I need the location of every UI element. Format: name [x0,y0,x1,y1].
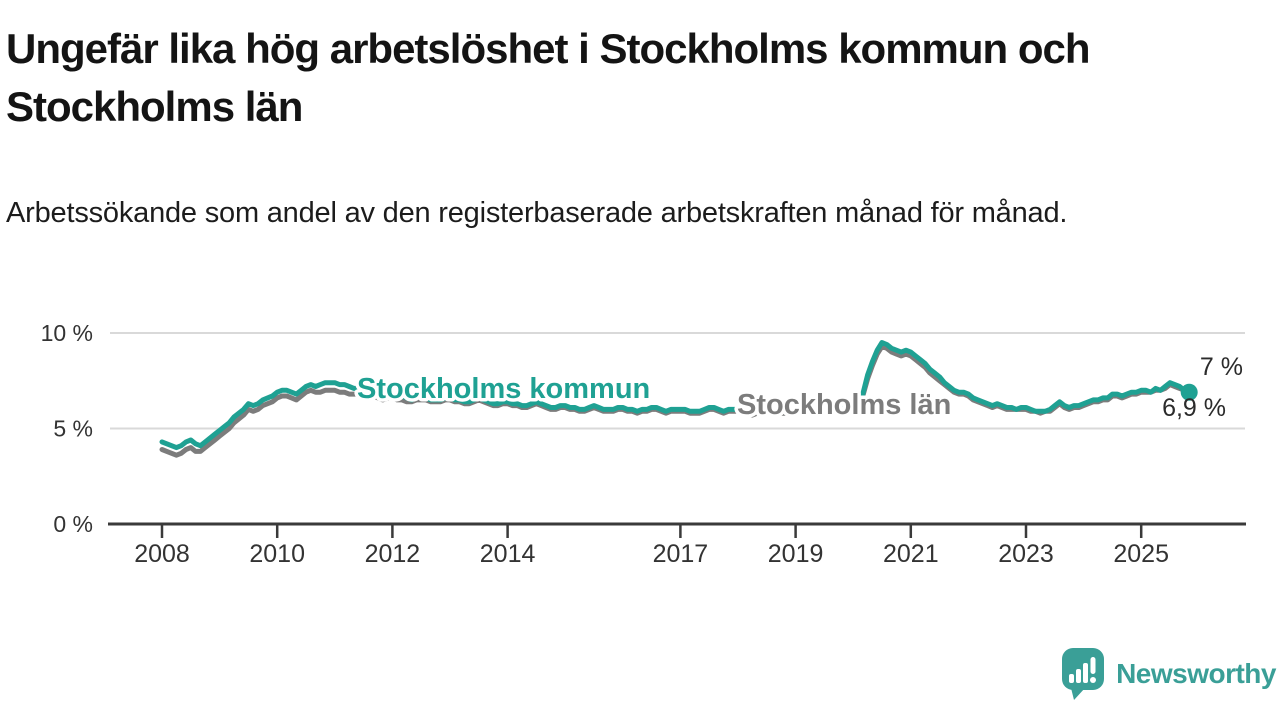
newsworthy-logo-icon [1062,648,1105,700]
series-line-stockholms-lan [159,343,1192,458]
x-tick-label: 2017 [653,540,709,568]
x-tick-label: 2019 [768,540,824,568]
x-tick-label: 2012 [365,540,421,568]
latest-point-marker [1180,383,1198,401]
y-tick-label: 10 % [41,320,93,346]
x-tick-label: 2010 [249,540,305,568]
x-tick-label: 2025 [1113,540,1169,568]
x-tick-label: 2021 [883,540,939,568]
x-tick-label: 2008 [134,540,190,568]
page-title: Ungefär lika hög arbetslöshet i Stockhol… [6,25,1091,130]
chart-header: Ungefär lika hög arbetslöshet i Stockhol… [6,0,1274,234]
series-label-stockholms-kommun: Stockholms kommun [357,373,650,405]
x-tick-label: 2014 [480,540,536,568]
end-value-label-lan: 7 % [1200,353,1243,381]
y-tick-label: 5 % [53,416,93,442]
series-label-stockholms-lan: Stockholms län [737,389,951,421]
end-value-label-kommun: 6,9 % [1162,394,1226,422]
y-tick-label: 0 % [53,511,93,537]
series-line-stockholms-kommun [159,340,1192,451]
x-tick-label: 2023 [998,540,1054,568]
brand-name: Newsworthy [1116,658,1276,689]
brand-footer: Newsworthy [1062,648,1276,700]
chart-subtitle: Arbetssökande som andel av den registerb… [6,197,1068,229]
